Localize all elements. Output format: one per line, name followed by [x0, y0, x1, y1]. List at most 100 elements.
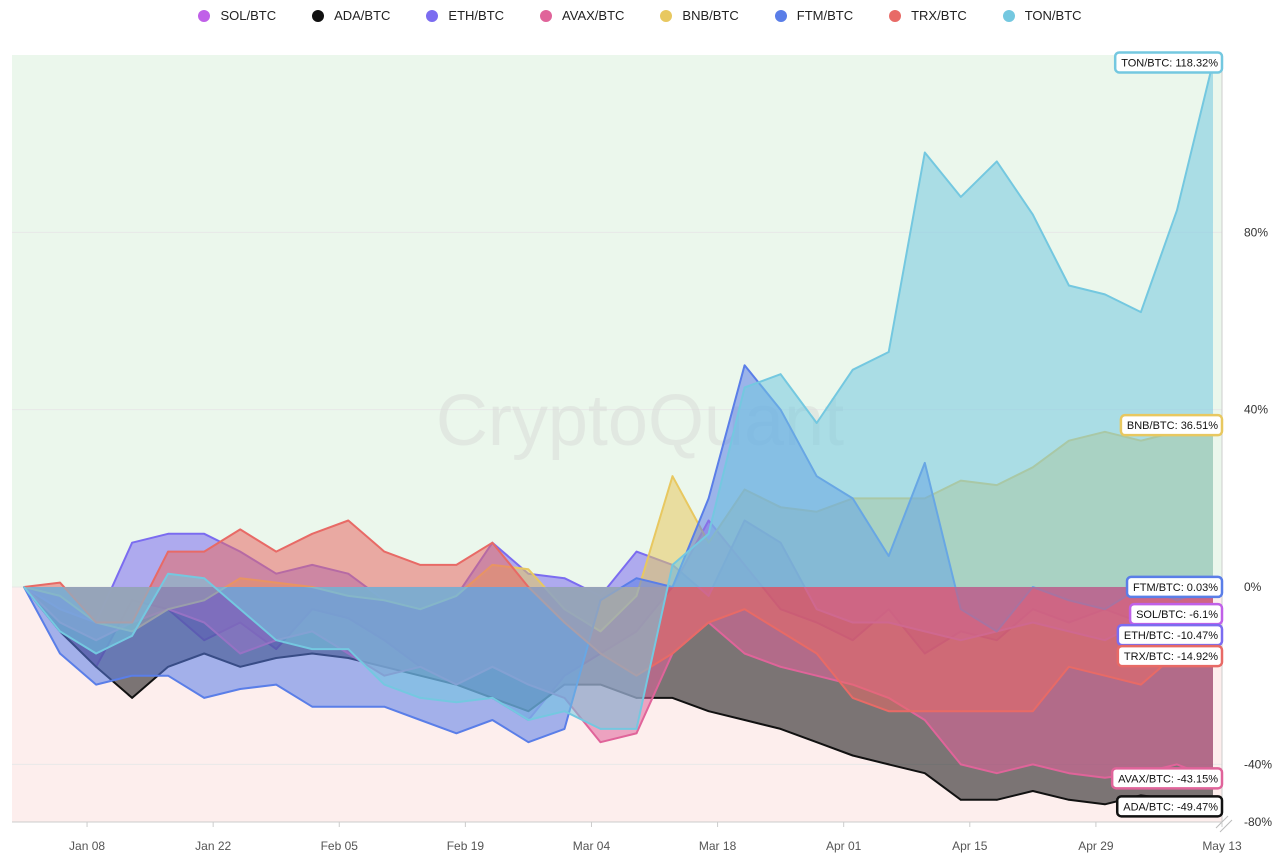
data-point — [275, 683, 278, 686]
legend-item-avax-btc[interactable]: AVAX/BTC — [536, 8, 628, 23]
data-point — [743, 364, 746, 367]
data-point — [1032, 710, 1034, 712]
end-label-bnb-btc: BNB/BTC: 36.51% — [1119, 413, 1224, 437]
x-tick-label: Apr 29 — [1078, 839, 1114, 853]
data-point — [131, 634, 133, 637]
data-point — [779, 728, 782, 730]
data-point — [167, 533, 169, 535]
data-point — [527, 719, 530, 721]
line-ton-btc — [23, 62, 1214, 730]
data-point — [959, 196, 962, 198]
end-label-trx-btc: TRX/BTC: -14.92% — [1116, 644, 1224, 668]
end-label-box — [1119, 413, 1224, 437]
data-point — [383, 705, 386, 708]
data-point — [707, 621, 710, 624]
data-point — [635, 732, 638, 735]
data-point — [923, 151, 926, 154]
legend-item-ada-btc[interactable]: ADA/BTC — [308, 8, 394, 23]
data-point — [419, 697, 422, 699]
data-point — [311, 648, 314, 650]
end-label-box — [1110, 767, 1224, 790]
data-point — [599, 728, 602, 730]
data-point — [996, 799, 998, 801]
data-point — [311, 705, 314, 708]
data-point — [779, 630, 782, 633]
data-point — [743, 652, 746, 655]
end-label-text: SOL/BTC: -6.1% — [1136, 609, 1218, 621]
data-point — [671, 697, 674, 699]
legend-item-trx-btc[interactable]: TRX/BTC — [885, 8, 971, 23]
data-point — [851, 754, 854, 757]
data-point — [887, 351, 890, 353]
data-point — [563, 710, 566, 712]
x-tick-label: Jan 08 — [69, 839, 105, 853]
legend-dot-icon — [774, 9, 787, 22]
data-point — [203, 697, 205, 699]
data-point — [491, 719, 494, 721]
data-point — [347, 648, 350, 650]
data-point — [923, 719, 926, 721]
legend-label: BNB/BTC — [682, 8, 739, 23]
y-tick-label: -80% — [1244, 815, 1272, 829]
legend-dot-icon — [198, 9, 211, 22]
legend-item-ftm-btc[interactable]: FTM/BTC — [771, 8, 857, 23]
legend-dot-icon — [1002, 9, 1015, 22]
data-point — [203, 577, 205, 579]
x-tick-label: Apr 01 — [826, 839, 862, 853]
end-label-text: ADA/BTC: -49.47% — [1123, 801, 1218, 813]
x-tick-label: May 13 — [1202, 839, 1242, 853]
end-label-box — [1115, 795, 1224, 818]
data-point — [131, 674, 133, 677]
legend-dot-icon — [540, 9, 553, 22]
end-label-ada-btc: ADA/BTC: -49.47% — [1115, 795, 1224, 818]
data-point — [95, 683, 97, 686]
area-ton-btc — [24, 62, 1213, 729]
data-point — [851, 697, 854, 699]
x-tick-label: Feb 05 — [321, 839, 359, 853]
data-point — [239, 688, 241, 690]
data-point — [275, 639, 278, 642]
data-point — [1068, 772, 1070, 775]
x-tick-label: Apr 15 — [952, 839, 988, 853]
data-point — [671, 564, 674, 566]
legend-item-ton-btc[interactable]: TON/BTC — [999, 8, 1086, 23]
data-point — [707, 710, 710, 712]
end-label-text: BNB/BTC: 36.51% — [1127, 420, 1218, 432]
data-point — [95, 652, 97, 655]
y-tick-label: 0% — [1244, 580, 1262, 594]
end-label-text: AVAX/BTC: -43.15% — [1118, 773, 1218, 785]
legend-item-eth-btc[interactable]: ETH/BTC — [422, 8, 508, 23]
data-point — [635, 728, 638, 730]
legend-label: TON/BTC — [1024, 8, 1082, 23]
legend-item-sol-btc[interactable]: SOL/BTC — [194, 8, 280, 23]
data-point — [743, 608, 746, 610]
y-tick-label: 40% — [1244, 403, 1268, 417]
end-label-text: FTM/BTC: 0.03% — [1133, 582, 1218, 594]
data-point — [383, 550, 386, 553]
end-label-avax-btc: AVAX/BTC: -43.15% — [1110, 767, 1224, 790]
data-point — [203, 533, 205, 535]
data-point — [707, 497, 710, 500]
data-point — [779, 373, 782, 376]
data-point — [743, 386, 746, 389]
data-point — [347, 705, 350, 708]
data-point — [203, 550, 205, 553]
data-point — [563, 728, 566, 730]
data-point — [815, 422, 818, 424]
data-point — [1104, 803, 1106, 806]
data-point — [851, 368, 854, 371]
end-label-box — [1113, 51, 1224, 74]
data-point — [815, 741, 818, 743]
data-point — [1032, 790, 1034, 792]
end-label-eth-btc: ETH/BTC: -10.47% — [1116, 623, 1224, 647]
data-point — [59, 652, 61, 655]
data-point — [1176, 209, 1178, 211]
data-point — [1140, 683, 1142, 686]
legend-label: SOL/BTC — [220, 8, 277, 23]
legend-item-bnb-btc[interactable]: BNB/BTC — [656, 8, 742, 23]
series-ton-btc — [23, 61, 1214, 730]
data-point — [311, 533, 314, 535]
legend-dot-icon — [312, 9, 325, 22]
data-point — [743, 719, 746, 721]
data-point — [383, 683, 386, 686]
